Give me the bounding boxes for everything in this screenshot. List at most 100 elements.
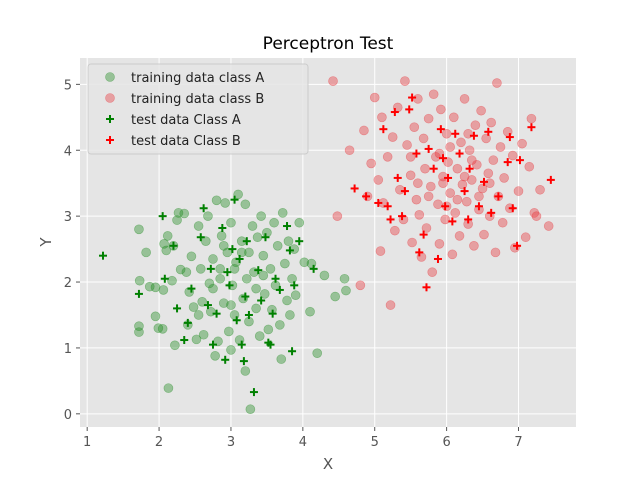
- data-point: [244, 247, 254, 258]
- data-point: [464, 145, 475, 156]
- data-point: [413, 178, 423, 188]
- data-point: [305, 306, 315, 317]
- data-point: [455, 149, 464, 158]
- data-point: [531, 211, 542, 221]
- data-point: [241, 292, 250, 301]
- data-point: [527, 123, 536, 132]
- data-point: [215, 273, 225, 284]
- data-point: [452, 163, 463, 174]
- data-point: [526, 113, 537, 124]
- data-point: [400, 76, 410, 86]
- data-point: [224, 326, 234, 337]
- data-point: [269, 217, 279, 228]
- data-point: [266, 340, 275, 349]
- legend: training data class A training data class…: [87, 63, 309, 155]
- data-point: [415, 248, 424, 257]
- data-point: [181, 267, 192, 277]
- data-point: [385, 300, 396, 310]
- data-point: [497, 217, 508, 228]
- data-point: [216, 231, 227, 241]
- data-point: [470, 120, 481, 131]
- data-point: [218, 224, 227, 233]
- data-point: [483, 168, 494, 179]
- data-point: [275, 320, 285, 330]
- data-point: [492, 78, 502, 88]
- data-point: [369, 92, 380, 103]
- data-point: [476, 105, 486, 116]
- data-point: [208, 254, 218, 264]
- data-point: [283, 236, 294, 246]
- data-point: [290, 290, 301, 301]
- data-point: [405, 152, 416, 162]
- data-point: [290, 281, 299, 290]
- data-point: [448, 112, 459, 123]
- data-point: [461, 196, 472, 207]
- y-tick-label: 5: [64, 78, 72, 93]
- data-point: [469, 131, 478, 140]
- data-point: [172, 215, 182, 225]
- data-point: [487, 208, 496, 217]
- data-point: [452, 194, 463, 205]
- data-point: [508, 204, 517, 213]
- data-point: [254, 266, 263, 275]
- data-point: [186, 251, 197, 262]
- data-point: [375, 246, 386, 256]
- data-point: [445, 142, 456, 152]
- data-point: [252, 232, 263, 243]
- series-3: [99, 195, 318, 397]
- data-point: [414, 210, 425, 220]
- data-point: [402, 140, 412, 150]
- data-point: [179, 208, 190, 219]
- data-point: [275, 285, 284, 294]
- data-point: [373, 175, 384, 185]
- data-point: [153, 323, 164, 333]
- data-point: [344, 145, 355, 156]
- data-point: [422, 283, 431, 292]
- data-point: [197, 297, 208, 307]
- data-point: [175, 264, 186, 275]
- data-point: [460, 187, 469, 196]
- data-point: [386, 215, 395, 224]
- y-axis-label: Y: [37, 237, 55, 248]
- data-point: [412, 149, 421, 158]
- data-point: [191, 334, 202, 345]
- data-point: [374, 198, 383, 207]
- data-point: [463, 128, 473, 139]
- data-point: [230, 195, 239, 204]
- series-4: [350, 93, 555, 292]
- data-point: [160, 274, 169, 283]
- data-point: [448, 217, 457, 226]
- data-point: [134, 224, 144, 235]
- data-point: [236, 247, 247, 258]
- data-point: [254, 331, 265, 341]
- data-point: [405, 170, 416, 181]
- x-tick-label: 6: [442, 435, 450, 450]
- data-point: [484, 178, 495, 188]
- data-point: [441, 202, 450, 211]
- data-point: [490, 247, 501, 258]
- data-point: [258, 270, 269, 281]
- data-point: [479, 177, 488, 186]
- data-point: [180, 336, 189, 345]
- data-point: [220, 198, 231, 208]
- data-point: [319, 270, 330, 281]
- data-point: [359, 125, 369, 136]
- data-point: [196, 233, 205, 242]
- legend-label: test data Class A: [131, 113, 241, 128]
- legend-marker: [106, 136, 114, 144]
- data-point: [445, 188, 456, 198]
- data-point: [400, 187, 409, 196]
- x-tick-label: 5: [371, 435, 379, 450]
- data-point: [210, 351, 220, 361]
- data-point: [457, 179, 468, 190]
- data-point: [494, 192, 503, 201]
- data-point: [159, 239, 169, 249]
- data-point: [282, 295, 292, 306]
- data-point: [271, 274, 280, 283]
- data-point: [546, 175, 555, 184]
- data-point: [199, 204, 208, 213]
- data-point: [450, 208, 461, 218]
- data-point: [535, 184, 545, 195]
- data-point: [419, 230, 428, 239]
- data-point: [366, 158, 376, 169]
